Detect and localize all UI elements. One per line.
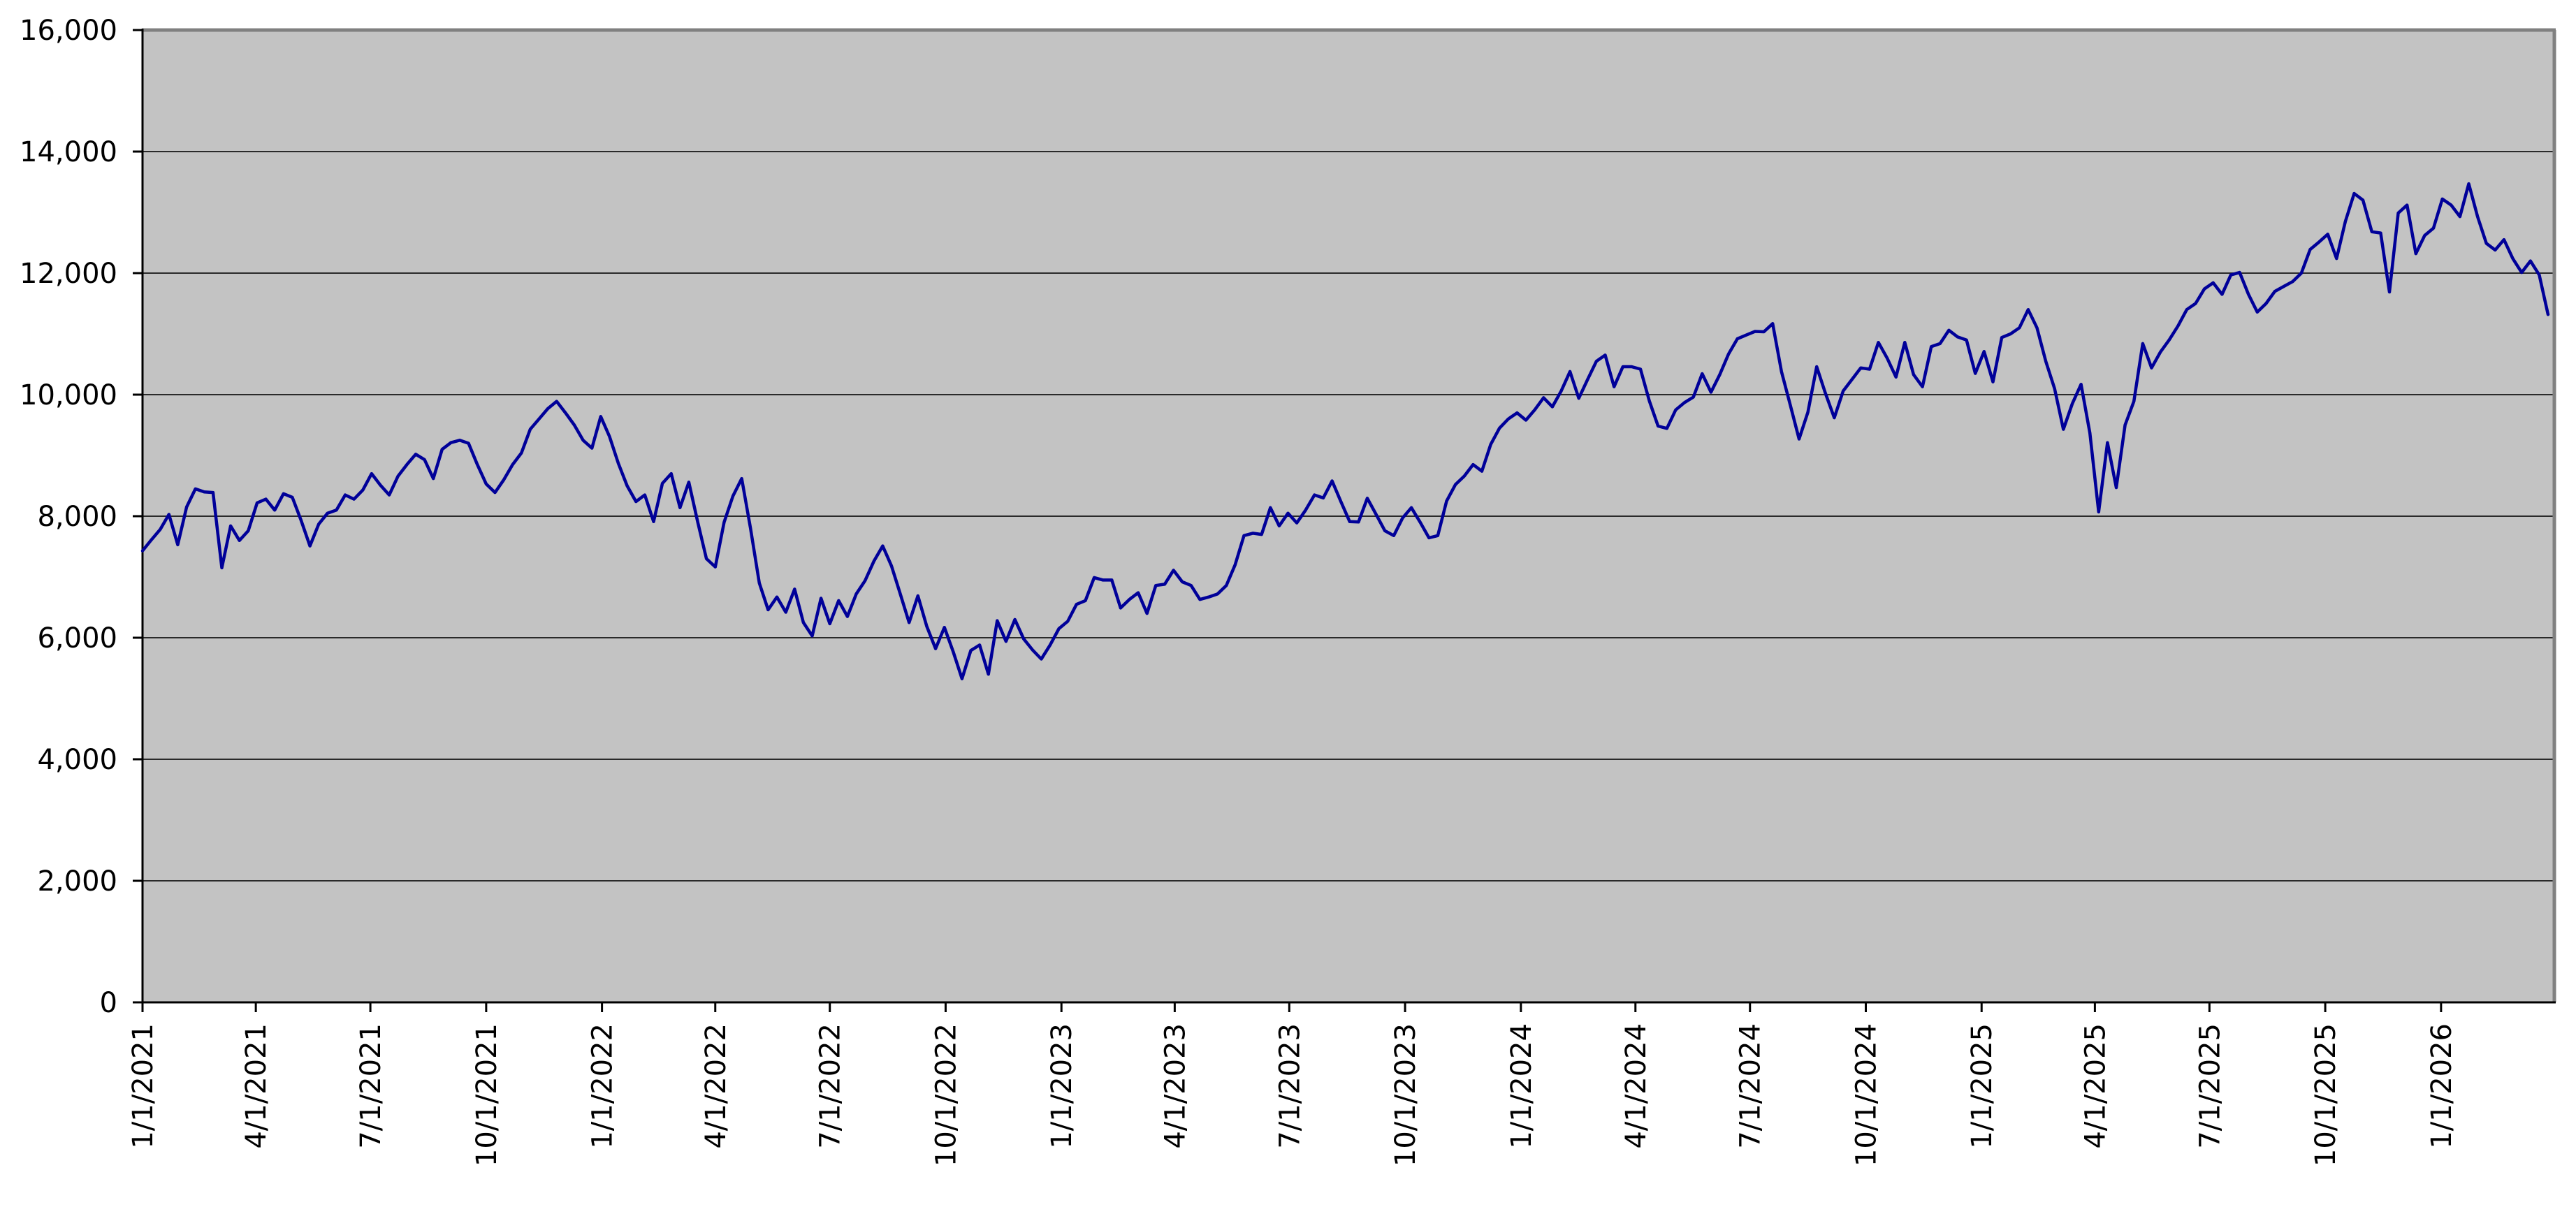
x-axis-label-7/1/2021: 7/1/2021 <box>355 1023 387 1149</box>
x-axis-label-7/1/2022: 7/1/2022 <box>815 1023 847 1149</box>
y-axis-label-12000: 12,000 <box>20 258 117 290</box>
x-axis-label-7/1/2024: 7/1/2024 <box>1735 1023 1767 1149</box>
x-axis-label-10/1/2021: 10/1/2021 <box>471 1023 503 1166</box>
x-axis-label-1/1/2023: 1/1/2023 <box>1046 1023 1078 1149</box>
x-axis-label-10/1/2025: 10/1/2025 <box>2310 1023 2342 1166</box>
x-axis-label-10/1/2023: 10/1/2023 <box>1390 1023 1422 1166</box>
x-axis-label-1/1/2024: 1/1/2024 <box>1506 1023 1538 1149</box>
y-axis-label-2000: 2,000 <box>37 865 117 898</box>
x-axis-label-4/1/2025: 4/1/2025 <box>2079 1023 2111 1149</box>
y-axis-label-16000: 16,000 <box>20 15 117 47</box>
price-line <box>140 182 2550 680</box>
y-axis-label-14000: 14,000 <box>20 136 117 168</box>
x-axis-label-1/1/2025: 1/1/2025 <box>1966 1023 1998 1149</box>
x-axis-label-1/1/2022: 1/1/2022 <box>587 1023 619 1149</box>
y-axis-label-6000: 6,000 <box>37 622 117 654</box>
x-axis-label-4/1/2023: 4/1/2023 <box>1159 1023 1191 1149</box>
x-axis-label-7/1/2025: 7/1/2025 <box>2194 1023 2226 1149</box>
y-axis-label-8000: 8,000 <box>37 501 117 533</box>
x-axis-label-4/1/2024: 4/1/2024 <box>1620 1023 1652 1149</box>
y-axis-label-4000: 4,000 <box>37 744 117 776</box>
x-axis-label-7/1/2023: 7/1/2023 <box>1274 1023 1306 1149</box>
x-axis-label-1/1/2021: 1/1/2021 <box>127 1023 159 1149</box>
x-axis-label-10/1/2024: 10/1/2024 <box>1850 1023 1882 1166</box>
x-axis-label-4/1/2022: 4/1/2022 <box>700 1023 732 1149</box>
y-axis-label-10000: 10,000 <box>20 379 117 411</box>
x-axis-label-10/1/2022: 10/1/2022 <box>930 1023 962 1166</box>
x-axis-label-1/1/2026: 1/1/2026 <box>2426 1023 2458 1149</box>
y-axis-label-0: 0 <box>100 987 117 1019</box>
x-axis-label-4/1/2021: 4/1/2021 <box>240 1023 272 1149</box>
